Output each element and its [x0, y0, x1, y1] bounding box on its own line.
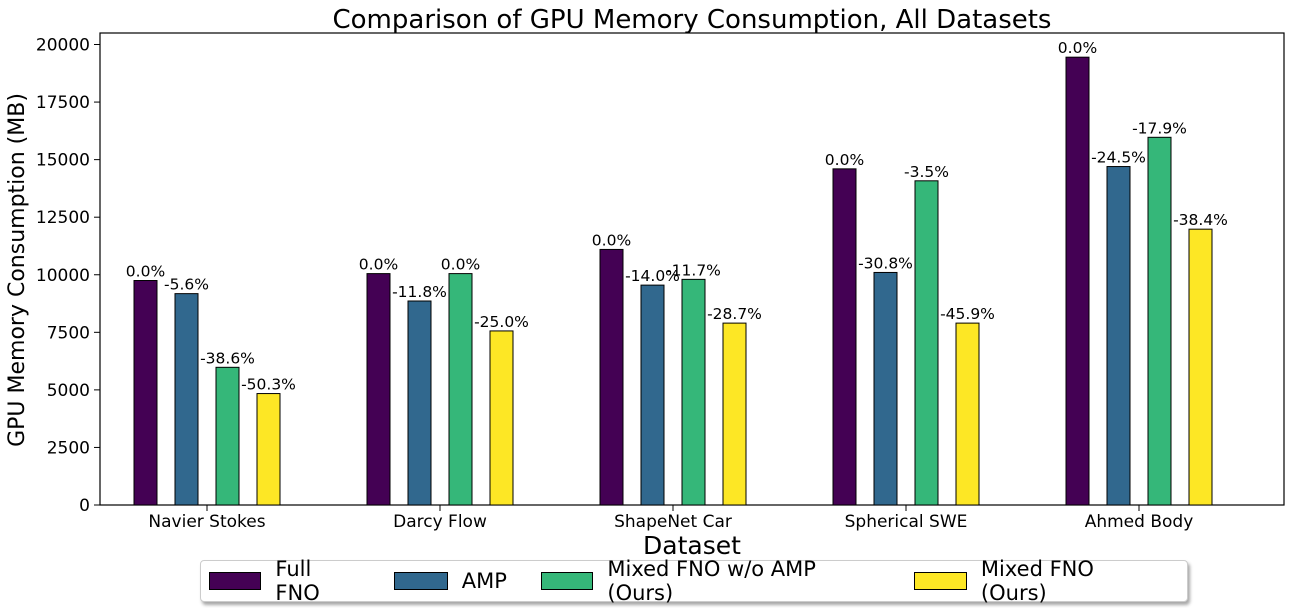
bar — [489, 330, 514, 506]
x-axis-label: Dataset — [643, 531, 741, 560]
y-tick-label: 17500 — [36, 93, 90, 113]
bar — [914, 180, 939, 506]
x-tick-label: Spherical SWE — [845, 512, 968, 532]
bar — [832, 168, 857, 506]
bar-value-label: -25.0% — [474, 313, 529, 331]
bar-value-label: -11.8% — [392, 283, 447, 301]
y-tick-label: 0 — [79, 496, 90, 516]
bar-value-label: 0.0% — [825, 151, 864, 169]
bar — [599, 248, 624, 506]
legend-label: Mixed FNO w/o AMP (Ours) — [607, 557, 816, 605]
bar — [681, 278, 706, 506]
chart-title: Comparison of GPU Memory Consumption, Al… — [333, 5, 1052, 35]
bar-value-label: 0.0% — [359, 256, 398, 274]
legend-swatch — [209, 572, 262, 590]
bar-value-label: -50.3% — [241, 376, 296, 394]
bar-value-label: 0.0% — [1058, 39, 1097, 57]
legend-swatch — [540, 572, 594, 590]
y-tick-label: 12500 — [36, 208, 90, 228]
bar-value-label: -11.7% — [666, 261, 721, 279]
bar-value-label: 0.0% — [126, 263, 165, 281]
bar-value-label: -38.4% — [1173, 211, 1228, 229]
bar — [1188, 228, 1213, 506]
bar-value-label: -45.9% — [940, 305, 995, 323]
legend-item: AMP — [393, 569, 507, 593]
bar — [722, 322, 747, 506]
plot-area: 0 2500 5000 7500 10000 12500 15000 17500 20000 Na… — [36, 32, 1285, 532]
bar-value-label: 0.0% — [441, 256, 480, 274]
bar — [174, 293, 199, 506]
legend-item: Mixed FNO (Ours) — [914, 557, 1161, 605]
bar — [133, 280, 158, 506]
y-tick-label: 5000 — [47, 381, 90, 401]
bar-value-label: -17.9% — [1132, 119, 1187, 137]
bar — [448, 273, 473, 506]
bar — [366, 273, 391, 506]
y-tick-label: 10000 — [36, 266, 90, 286]
x-tick-label: Navier Stokes — [148, 512, 265, 532]
bar-value-label: 0.0% — [592, 231, 631, 249]
bar-value-label: -24.5% — [1091, 149, 1146, 167]
bar-value-label: -28.7% — [707, 305, 762, 323]
legend-label: Mixed FNO (Ours) — [980, 557, 1094, 605]
y-tick-label: 7500 — [47, 323, 90, 343]
y-tick-label: 15000 — [36, 151, 90, 171]
bar-chart: Comparison of GPU Memory Consumption, Al… — [5, 5, 1285, 560]
bar — [640, 284, 665, 506]
bar — [1147, 136, 1172, 506]
bar-value-label: -14.0% — [625, 267, 680, 285]
bar-value-label: -38.6% — [200, 349, 255, 367]
bar — [1065, 56, 1090, 506]
bar — [256, 393, 281, 506]
bar — [407, 300, 432, 506]
legend-item: Mixed FNO w/o AMP (Ours) — [540, 557, 881, 605]
x-tick-label: Darcy Flow — [393, 512, 487, 532]
x-tick-label: ShapeNet Car — [614, 512, 732, 532]
bar — [873, 271, 898, 506]
legend-label: AMP — [461, 569, 507, 593]
y-tick-label: 2500 — [47, 438, 90, 458]
bar-value-label: -5.6% — [164, 276, 209, 294]
bar — [1106, 166, 1131, 506]
chart-legend: Full FNO AMP Mixed FNO w/o AMP (Ours) Mixed… — [200, 557, 1188, 605]
bar — [955, 322, 980, 506]
x-tick-label: Ahmed Body — [1085, 512, 1194, 532]
bar-value-label: -30.8% — [858, 254, 913, 272]
legend-item: Full FNO — [209, 557, 360, 605]
y-tick-label: 20000 — [36, 36, 90, 56]
bar-value-label: -3.5% — [904, 163, 949, 181]
legend-swatch — [914, 572, 967, 590]
bar — [215, 366, 240, 506]
y-axis-label: GPU Memory Consumption (MB) — [5, 93, 30, 447]
legend-swatch — [393, 572, 448, 590]
legend-label: Full FNO — [275, 557, 320, 605]
